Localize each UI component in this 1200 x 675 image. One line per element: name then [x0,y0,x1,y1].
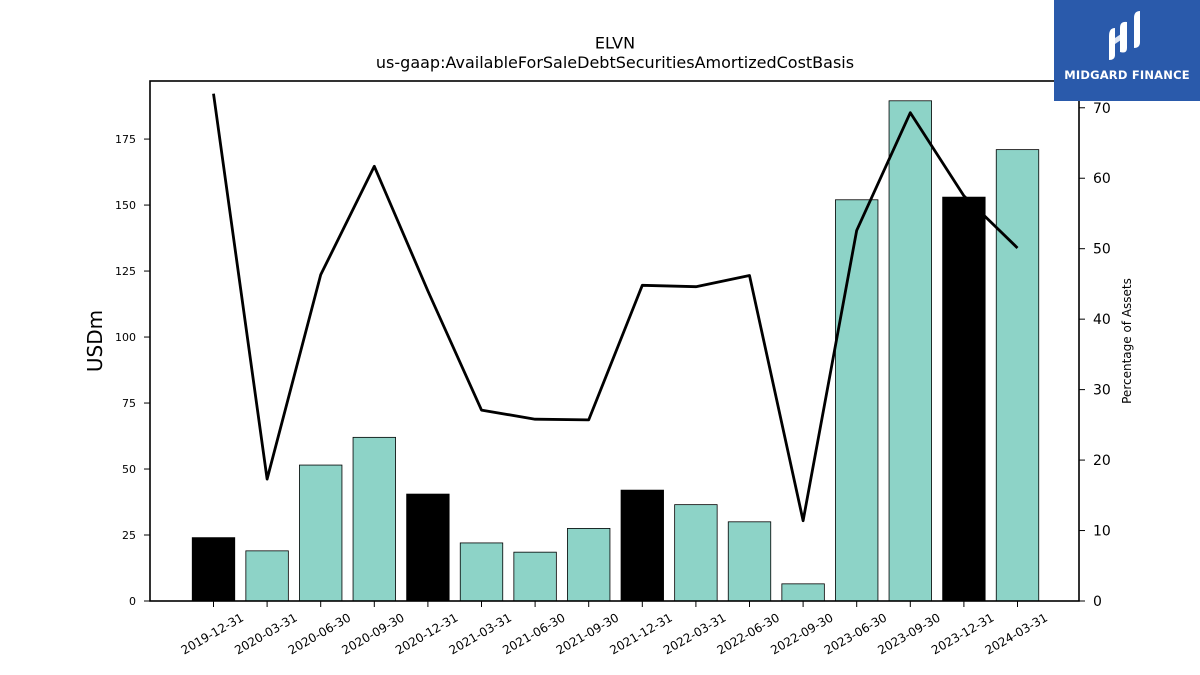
y-tick-label: 100 [115,331,136,344]
chart-title: ELVN [595,34,635,53]
y-tick-label: 75 [122,397,136,410]
x-axis: 2019-12-312020-03-312020-06-302020-09-30… [179,601,1050,657]
midgard-logo-icon [1109,11,1140,60]
y-axis-label: USDm [83,310,107,372]
y2-tick-label: 70 [1093,101,1111,117]
y-tick-label: 150 [115,199,136,212]
line-group [212,93,1019,523]
bar [727,521,772,602]
y-tick-label: 175 [115,133,136,146]
y2-tick-label: 20 [1093,453,1111,469]
percentage-line [212,93,1019,523]
y2-tick-label: 0 [1093,594,1102,610]
bar [567,528,611,602]
y-tick-label: 50 [122,463,136,476]
y-tick-label: 125 [115,265,136,278]
bar [352,436,396,602]
logo-text: MIDGARD FINANCE [1064,68,1190,82]
bar [299,464,343,602]
chart-subtitle: us-gaap:AvailableForSaleDebtSecuritiesAm… [376,53,854,72]
bar [888,100,932,602]
bar [406,493,450,602]
bar [191,537,236,602]
y2-tick-label: 40 [1093,312,1111,328]
y-tick-label: 25 [122,529,136,542]
y2-tick-label: 50 [1093,242,1111,258]
bar [513,551,557,602]
plot-frame [149,80,1080,602]
bar [835,199,879,602]
brand-logo: MIDGARD FINANCE [1054,0,1200,101]
y-tick-label: 0 [129,595,136,608]
bars-group [191,100,1040,602]
y2-axis-label: Percentage of Assets [1120,278,1134,404]
bar [620,489,664,602]
bar [674,504,718,602]
bar [245,550,289,602]
y2-tick-label: 60 [1093,171,1111,187]
bar [781,583,825,602]
y-axis-left: 0 25 50 75 100 125 150 175 [115,133,150,608]
y2-tick-label: 30 [1093,383,1111,399]
bar [995,149,1040,602]
bar [942,196,986,602]
bar [459,542,504,602]
y-axis-right: 0 10 20 30 40 50 60 70 [1079,101,1111,610]
y2-tick-label: 10 [1093,524,1111,540]
